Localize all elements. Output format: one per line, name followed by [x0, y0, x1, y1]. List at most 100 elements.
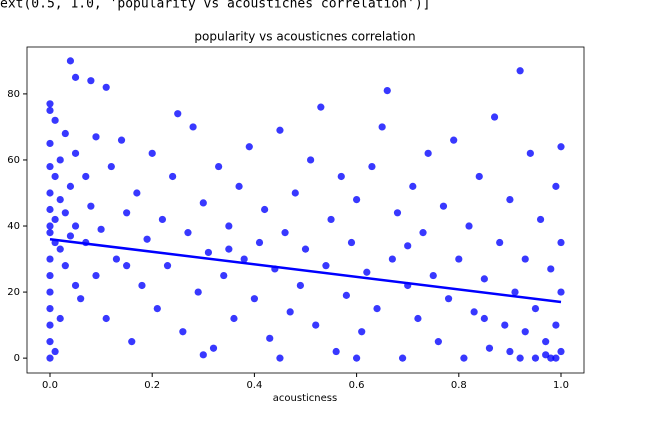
point: [470, 308, 478, 316]
point: [46, 139, 54, 148]
point: [169, 172, 177, 181]
point: [174, 110, 182, 118]
point: [511, 288, 519, 296]
point: [521, 328, 529, 336]
point: [230, 314, 238, 323]
point: [46, 162, 54, 171]
point: [255, 238, 264, 247]
point: [128, 338, 136, 346]
point: [276, 126, 284, 134]
point: [383, 86, 391, 95]
point: [261, 205, 269, 214]
point: [307, 156, 315, 164]
point: [225, 245, 233, 253]
point: [220, 271, 228, 280]
point: [97, 225, 105, 233]
point: [61, 209, 69, 217]
point: [66, 182, 75, 190]
point: [536, 215, 545, 224]
y-tick-label: 60: [7, 155, 20, 166]
point: [480, 275, 488, 283]
point: [143, 235, 151, 243]
point: [117, 136, 126, 144]
point: [46, 189, 54, 197]
point: [46, 271, 54, 280]
point: [393, 209, 402, 217]
point: [225, 222, 233, 230]
point: [158, 215, 167, 224]
point: [460, 354, 468, 362]
y-tick-label: 40: [7, 221, 20, 232]
point: [199, 351, 207, 359]
point: [46, 304, 54, 313]
x-tick-label: 0.2: [144, 380, 160, 391]
point: [148, 149, 156, 157]
point: [312, 321, 320, 329]
y-tick-label: 0: [14, 353, 20, 364]
point: [424, 149, 432, 157]
point: [66, 232, 75, 240]
point: [51, 116, 59, 124]
point: [46, 354, 54, 362]
point: [409, 182, 417, 190]
point: [82, 172, 90, 181]
point: [516, 354, 524, 362]
point: [485, 344, 494, 352]
point: [368, 162, 376, 171]
x-axis-label: acousticness: [273, 393, 337, 404]
x-tick-label: 0.8: [451, 380, 467, 391]
point: [215, 162, 223, 171]
regression-line: [49, 237, 562, 304]
point: [51, 172, 59, 181]
point: [138, 281, 146, 290]
point: [56, 156, 64, 164]
point: [56, 195, 64, 204]
chart-title: popularity vs acousticnes correlation: [194, 30, 415, 44]
point: [455, 255, 463, 263]
point: [281, 229, 289, 237]
point: [506, 347, 514, 356]
point: [301, 245, 310, 253]
point: [317, 103, 325, 111]
point: [398, 354, 407, 362]
point: [184, 229, 192, 237]
point: [92, 271, 100, 280]
point: [51, 215, 59, 224]
point: [552, 321, 560, 329]
point: [102, 314, 110, 323]
point: [71, 222, 80, 230]
point: [46, 321, 54, 329]
point: [209, 344, 218, 352]
point: [552, 182, 560, 190]
point: [342, 291, 350, 299]
point: [506, 195, 514, 204]
point: [414, 314, 422, 323]
point: [133, 189, 141, 197]
point: [46, 222, 54, 230]
point: [286, 308, 294, 316]
point: [46, 338, 54, 346]
point: [112, 255, 121, 263]
point: [153, 304, 161, 313]
point: [531, 354, 540, 362]
point: [547, 354, 555, 362]
point: [337, 172, 345, 181]
point: [46, 229, 54, 237]
point: [123, 262, 131, 270]
point: [46, 106, 54, 115]
point: [450, 136, 458, 144]
point: [46, 255, 54, 263]
point: [353, 354, 361, 362]
point: [56, 314, 64, 323]
point: [46, 205, 54, 214]
point: [358, 328, 366, 336]
point: [547, 265, 555, 273]
point: [235, 182, 243, 190]
point: [250, 295, 258, 303]
point: [204, 248, 213, 257]
point: [480, 314, 488, 323]
point: [388, 255, 396, 263]
point: [87, 202, 95, 210]
point: [327, 215, 335, 224]
point: [439, 202, 448, 210]
